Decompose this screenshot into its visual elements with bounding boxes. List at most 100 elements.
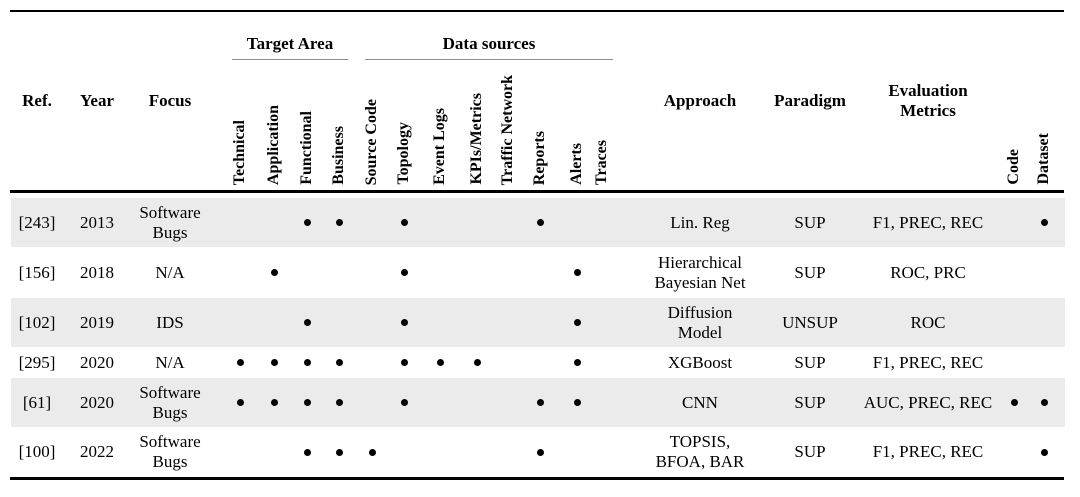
cell-ref: [102] [18, 312, 56, 332]
col-header-source-code: Source Code [363, 98, 380, 185]
dot-functional [303, 219, 311, 226]
col-header-traffic-network: Traffic Network [499, 74, 516, 185]
cell-approach-line: XGBoost [667, 352, 733, 372]
dot-source-code [368, 448, 376, 456]
col-header-ref: Ref. [22, 90, 52, 110]
cell-approach: CNN [643, 378, 757, 427]
col-header-year: Year [80, 90, 114, 110]
dot-functional [303, 399, 311, 406]
cell-focus-line: N/A [155, 352, 185, 372]
dot-application [270, 399, 278, 406]
dot-functional [303, 319, 311, 326]
cell-metrics: AUC, PREC, REC [863, 392, 993, 412]
dot-application [270, 359, 278, 366]
dot-reports [536, 399, 544, 406]
cell-ref: [156] [18, 262, 56, 282]
table-bottom-rule [10, 477, 1064, 480]
dot-topology [400, 319, 408, 326]
cell-paradigm: SUP [794, 352, 826, 372]
cell-paradigm: SUP [794, 392, 826, 412]
col-header-kpis-metrics: KPIs/Metrics [468, 93, 485, 185]
dot-topology [400, 399, 408, 406]
dot-business [335, 399, 343, 406]
dot-topology [400, 219, 408, 226]
cell-focus: N/A [115, 247, 225, 298]
cell-metrics: F1, PREC, REC [872, 212, 984, 232]
cell-paradigm: SUP [794, 262, 826, 282]
cell-focus-line: Software [139, 432, 201, 452]
dot-event-logs [436, 359, 444, 366]
cell-focus-line: Bugs [152, 222, 188, 242]
col-header-reports: Reports [531, 130, 548, 185]
cell-approach-line: TOPSIS, [669, 432, 731, 452]
cell-focus-line: IDS [156, 312, 184, 332]
cell-year: 2013 [80, 212, 114, 232]
table-row: [295] 2020 N/A XGBoost SUP F1, PREC, REC [11, 347, 1065, 378]
table-row: [243] 2013 Software Bugs Lin. Reg SUP F1, PREC… [11, 198, 1065, 247]
col-header-topology: Topology [395, 122, 412, 185]
col-header-focus: Focus [148, 90, 192, 110]
col-header-evaluation-metrics: Evaluation Metrics [888, 80, 968, 120]
dot-alerts [573, 359, 581, 366]
cell-focus: N/A [115, 347, 225, 378]
cell-approach-line: CNN [682, 392, 718, 412]
cell-focus-line: Software [139, 202, 201, 222]
dot-reports [536, 448, 544, 456]
cell-paradigm: SUP [794, 212, 826, 232]
col-header-code: Code [1005, 149, 1022, 185]
cell-approach-line: Hierarchical [658, 252, 742, 272]
group-header-target-area: Target Area [246, 34, 334, 53]
dot-dataset [1040, 399, 1048, 406]
cell-year: 2020 [80, 352, 114, 372]
cell-approach: Lin. Reg [643, 198, 757, 247]
cell-focus: Software Bugs [115, 427, 225, 477]
table-header-rule [10, 190, 1064, 193]
dot-dataset [1040, 448, 1048, 456]
cell-focus: Software Bugs [115, 378, 225, 427]
cell-approach-line: Lin. Reg [670, 212, 730, 232]
cell-approach: Hierarchical Bayesian Net [643, 247, 757, 298]
table-body: [243] 2013 Software Bugs Lin. Reg SUP F1, PREC… [11, 198, 1065, 477]
table-header: Ref. Year Focus Approach Paradigm Evalua… [0, 12, 1080, 190]
dot-kpis-metrics [473, 359, 481, 366]
cell-ref: [295] [18, 352, 56, 372]
col-header-technical: Technical [231, 119, 248, 185]
cell-year: 2020 [80, 392, 114, 412]
dot-alerts [573, 399, 581, 406]
col-header-approach: Approach [663, 90, 737, 110]
cell-approach-line: Bayesian Net [654, 272, 746, 292]
group-header-data-sources: Data sources [442, 34, 536, 53]
cell-metrics: F1, PREC, REC [872, 352, 984, 372]
cell-focus: IDS [115, 298, 225, 347]
data-sources-underline [365, 59, 613, 60]
cell-paradigm: SUP [794, 442, 826, 462]
dot-technical [236, 399, 244, 406]
col-header-paradigm: Paradigm [774, 90, 846, 110]
col-header-dataset: Dataset [1035, 133, 1052, 185]
table-row: [61] 2020 Software Bugs CNN SUP AUC, PREC, REC [11, 378, 1065, 427]
dot-topology [400, 269, 408, 276]
col-header-functional: Functional [298, 111, 315, 185]
col-header-business: Business [330, 126, 347, 185]
col-header-alerts: Alerts [568, 143, 585, 185]
dot-code [1010, 399, 1018, 406]
col-header-event-logs: Event Logs [431, 108, 448, 185]
target-area-underline [232, 59, 348, 60]
dot-alerts [573, 269, 581, 276]
cell-ref: [100] [18, 442, 56, 462]
table-row: [156] 2018 N/A Hierarchical Bayesian Net SUP R… [11, 247, 1065, 298]
dot-functional [303, 448, 311, 456]
table-top-rule [10, 10, 1064, 12]
cell-metrics: ROC, PRC [890, 262, 966, 282]
cell-focus-line: Bugs [152, 402, 188, 422]
cell-approach-line: Model [677, 322, 723, 342]
dot-business [335, 448, 343, 456]
table-row: [100] 2022 Software Bugs TOPSIS, BFOA, BAR SUP… [11, 427, 1065, 477]
cell-metrics: ROC [910, 312, 946, 332]
dot-application [270, 269, 278, 276]
cell-approach-line: BFOA, BAR [655, 452, 745, 471]
cell-focus: Software Bugs [115, 198, 225, 247]
cell-year: 2022 [80, 442, 114, 462]
cell-focus-line: Software [139, 382, 201, 402]
